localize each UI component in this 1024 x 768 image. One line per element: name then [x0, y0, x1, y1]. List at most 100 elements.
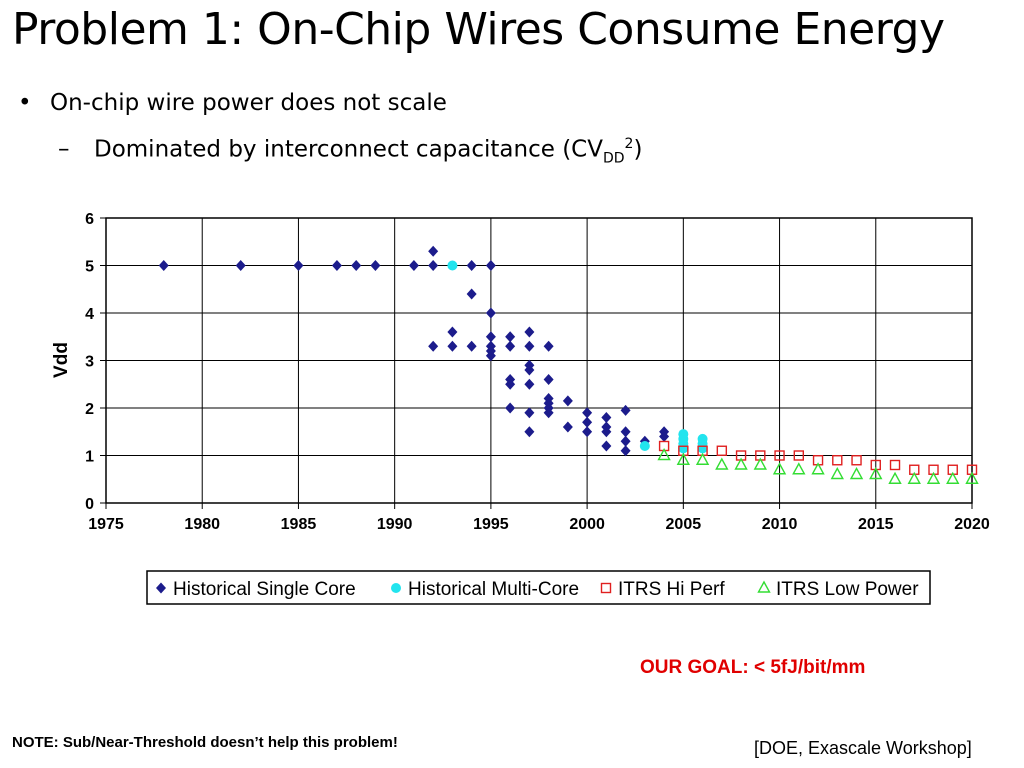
data-point	[447, 340, 458, 352]
data-point	[774, 450, 785, 461]
data-point	[753, 457, 767, 470]
data-point	[793, 450, 804, 461]
legend-box	[146, 570, 931, 605]
data-point	[582, 416, 593, 428]
footnote: NOTE: Sub/Near-Threshold doesn’t help th…	[12, 734, 398, 751]
data-point	[505, 331, 516, 343]
data-point	[466, 288, 477, 300]
data-point	[678, 443, 689, 454]
data-point	[331, 260, 342, 271]
data-point	[620, 426, 631, 438]
y-tick-label: 5	[85, 259, 94, 276]
data-point	[716, 445, 728, 456]
source-citation: [DOE, Exascale Workshop]	[754, 738, 972, 758]
data-point	[505, 378, 516, 390]
sub-bullet-superscript: 2	[624, 136, 634, 152]
chart-legend: Historical Single Core Historical Multi-C…	[146, 570, 931, 605]
legend-entry: ITRS Low Power	[757, 579, 919, 600]
data-point	[485, 260, 496, 271]
vdd-scatter-chart: 1975 1980 1985 1990 1995 2000 2005 2010 2015 2020…	[51, 211, 990, 605]
data-point	[946, 471, 960, 484]
legend-label: ITRS Low Power	[776, 579, 919, 600]
data-point	[351, 260, 362, 271]
data-point	[582, 407, 593, 419]
data-point	[562, 421, 573, 433]
data-points	[158, 245, 979, 484]
data-point	[505, 402, 516, 414]
legend-label: ITRS Hi Perf	[618, 579, 725, 600]
data-point	[293, 260, 304, 271]
data-point	[447, 260, 458, 271]
data-point	[466, 260, 477, 271]
bullet-dot: •	[18, 90, 32, 116]
legend-marker	[757, 580, 771, 593]
data-point	[447, 326, 458, 338]
x-tick-label: 2000	[569, 516, 605, 533]
sub-bullet-text: Dominated by interconnect capacitance (C…	[94, 136, 642, 166]
data-point	[524, 378, 535, 390]
sub-bullet-suffix: )	[633, 136, 643, 163]
x-tick-label: 2020	[954, 516, 990, 533]
data-point	[620, 404, 631, 416]
data-point	[851, 455, 862, 466]
data-point	[772, 462, 787, 475]
data-point	[869, 467, 883, 480]
data-point	[601, 412, 612, 423]
data-point	[965, 471, 979, 484]
goal-callout: OUR GOAL: < 5fJ/bit/mm	[640, 657, 866, 678]
slide-title: Problem 1: On-Chip Wires Consume Energy	[12, 4, 945, 55]
series-itrs-low-power	[657, 448, 979, 484]
data-point	[639, 441, 650, 451]
y-tick-label: 1	[85, 449, 94, 466]
data-point	[370, 260, 381, 271]
data-point	[676, 452, 691, 465]
data-point	[620, 435, 631, 447]
x-tick-label: 2010	[762, 516, 798, 533]
series-itrs-hi-perf	[658, 440, 978, 475]
x-tick-label: 2005	[666, 516, 702, 533]
data-point	[505, 340, 516, 352]
legend-label: Historical Multi-Core	[408, 579, 579, 600]
data-point	[543, 397, 554, 409]
sub-bullet-prefix: Dominated by interconnect capacitance (C…	[94, 136, 603, 163]
data-point	[485, 350, 496, 362]
data-point	[524, 407, 535, 419]
data-point	[428, 260, 439, 271]
legend-label: Historical Single Core	[173, 579, 356, 600]
data-point	[659, 431, 670, 442]
y-axis-label: Vdd	[51, 342, 72, 378]
data-point	[811, 462, 825, 475]
data-point	[524, 426, 535, 438]
y-tick-label: 0	[85, 496, 94, 513]
x-tick-label: 1980	[184, 516, 220, 533]
data-point	[697, 443, 708, 454]
data-point	[601, 440, 612, 452]
data-point	[907, 471, 921, 484]
y-tick-label: 2	[85, 401, 94, 418]
data-point	[524, 326, 535, 338]
x-tick-label: 1975	[88, 516, 124, 533]
data-point	[543, 374, 554, 385]
bullet-text: On-chip wire power does not scale	[50, 90, 447, 116]
data-point	[158, 260, 169, 271]
data-point	[428, 340, 439, 352]
data-point	[830, 467, 844, 480]
data-point	[620, 445, 631, 457]
x-tick-label: 1995	[473, 516, 509, 533]
legend-entry: ITRS Hi Perf	[600, 579, 725, 600]
data-point	[485, 331, 496, 343]
data-point	[235, 260, 246, 271]
data-point	[888, 471, 902, 484]
data-point	[849, 467, 864, 480]
y-tick-label: 6	[85, 211, 94, 228]
y-tick-label: 3	[85, 354, 94, 371]
data-point	[524, 340, 535, 352]
data-point	[428, 245, 439, 257]
data-point	[524, 364, 535, 376]
sub-bullet-subscript: DD	[602, 150, 625, 167]
data-point	[543, 340, 554, 352]
x-tick-label: 1985	[281, 516, 317, 533]
data-point	[601, 426, 612, 438]
data-point	[695, 452, 710, 465]
data-point	[926, 471, 941, 484]
